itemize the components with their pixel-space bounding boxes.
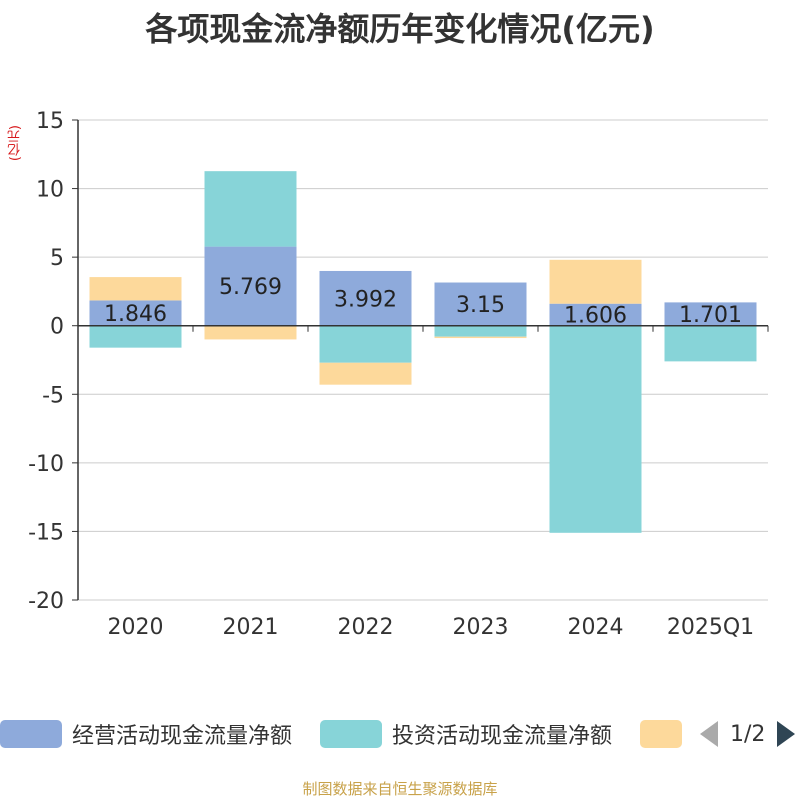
bar-2023-series-0 <box>434 282 527 326</box>
x-tick-label: 2022 <box>338 615 394 640</box>
data-label-2022: 3.992 <box>334 287 397 312</box>
data-label-2025Q1: 1.701 <box>679 303 742 328</box>
y-tick-label: 0 <box>50 315 64 340</box>
legend-item-investing[interactable]: 投资活动现金流量净额 <box>320 716 612 752</box>
bar-2022-series-2 <box>319 362 412 385</box>
bar-2023-series-2 <box>434 336 527 339</box>
x-tick-label: 2023 <box>453 615 509 640</box>
bar-2024-series-0 <box>549 303 642 326</box>
y-tick-label: -5 <box>42 383 64 408</box>
bar-2022-series-0 <box>319 270 412 326</box>
x-tick-label: 2024 <box>568 615 624 640</box>
legend-swatch-investing <box>320 720 382 748</box>
data-label-2021: 5.769 <box>219 275 282 300</box>
bar-2020-series-2 <box>89 277 182 301</box>
y-tick-label: -10 <box>28 452 64 477</box>
bar-2025Q1-series-0 <box>664 302 757 326</box>
bar-2020-series-1 <box>89 325 182 348</box>
bar-2021-series-1 <box>204 171 297 247</box>
bar-2023-series-1 <box>434 325 527 337</box>
data-label-2020: 1.846 <box>104 302 167 327</box>
y-tick-label: 15 <box>36 109 64 134</box>
legend-swatch-operating <box>0 720 62 748</box>
bar-2024-series-2 <box>549 259 642 304</box>
legend-item-third[interactable] <box>640 716 682 752</box>
bars <box>89 171 757 533</box>
bar-2021-series-0 <box>204 246 297 326</box>
bar-2022-series-1 <box>319 325 412 363</box>
y-tick-label: 5 <box>50 246 64 271</box>
x-tick-label: 2025Q1 <box>667 615 754 640</box>
axes: 15 10 5 0 -5 -10 -15 -20 2020 2021 2022 2023 2024 202… <box>28 109 769 640</box>
data-label-2024: 1.606 <box>564 304 627 329</box>
data-source-note: 制图数据来自恒生聚源数据库 <box>302 780 498 798</box>
legend-swatch-third <box>640 720 682 748</box>
x-tick-label: 2021 <box>223 615 279 640</box>
legend-prev-page-icon[interactable] <box>700 721 718 747</box>
y-tick-label: -15 <box>28 520 64 545</box>
y-tick-label: -20 <box>28 589 64 614</box>
legend-item-operating[interactable]: 经营活动现金流量净额 <box>0 716 292 752</box>
data-label-2023: 3.15 <box>456 293 505 318</box>
bar-2025Q1-series-1 <box>664 325 757 362</box>
legend-pager: 1/2 <box>700 716 796 752</box>
legend: 经营活动现金流量净额 投资活动现金流量净额 1/2 <box>0 716 800 752</box>
bar-chart: 1.846 5.769 3.992 3.15 1.606 1.701 15 10 5 0 -5 -1… <box>28 109 769 640</box>
legend-next-page-icon[interactable] <box>777 721 796 747</box>
gridlines <box>78 119 768 601</box>
bar-2024-series-1 <box>549 325 642 533</box>
data-labels: 1.846 5.769 3.992 3.15 1.606 1.701 <box>104 275 742 329</box>
bar-2021-series-2 <box>204 325 297 340</box>
x-tick-label: 2020 <box>108 615 164 640</box>
legend-label-investing: 投资活动现金流量净额 <box>392 724 613 749</box>
legend-label-operating: 经营活动现金流量净额 <box>72 724 293 749</box>
chart-title: 各项现金流净额历年变化情况(亿元) <box>145 10 655 48</box>
y-tick-label: 10 <box>36 178 64 203</box>
bar-2020-series-0 <box>89 300 182 326</box>
legend-page-indicator: 1/2 <box>730 721 766 747</box>
